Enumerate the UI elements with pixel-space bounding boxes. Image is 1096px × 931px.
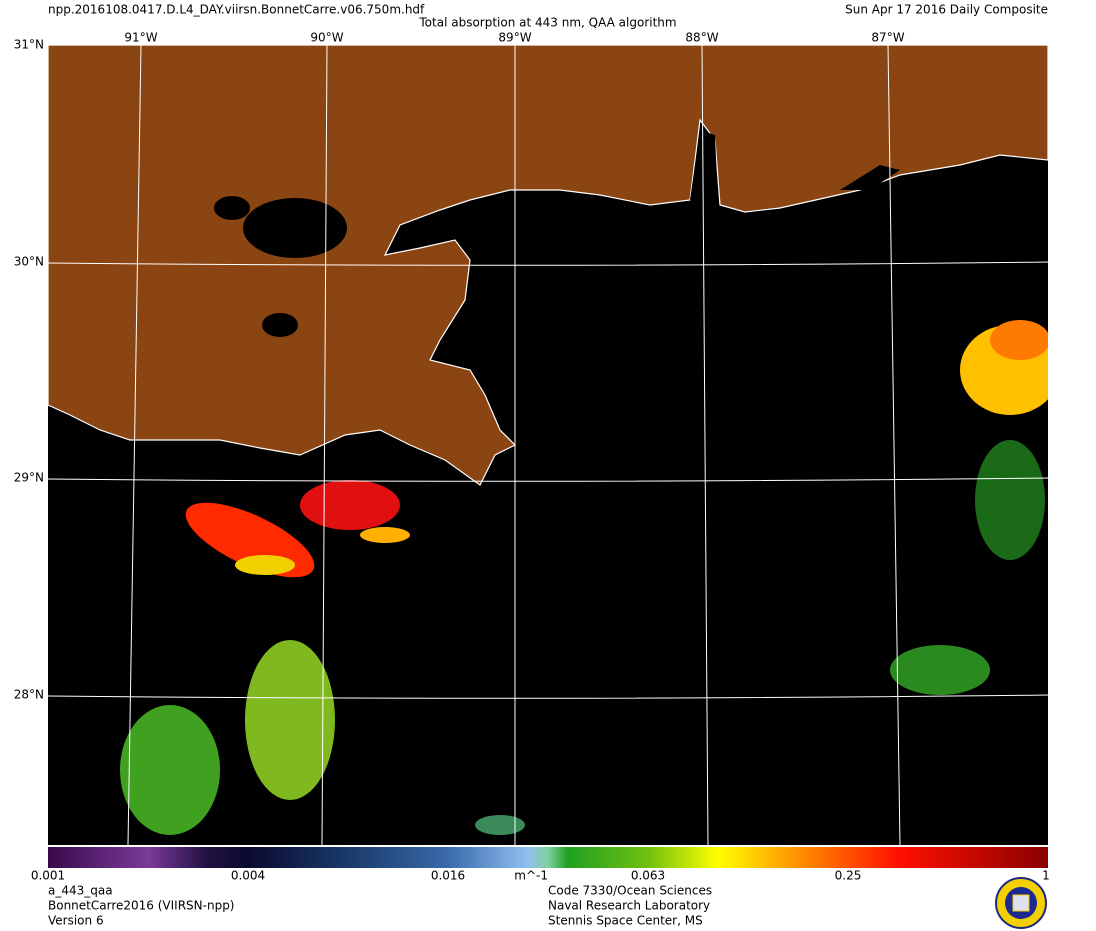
product: a_443_qaa bbox=[48, 884, 113, 898]
org-line: Naval Research Laboratory bbox=[548, 899, 710, 913]
lon-label: 89°W bbox=[498, 31, 531, 45]
colorbar-label: 0.25 bbox=[835, 869, 862, 883]
colorbar-unit: m^-1 bbox=[514, 869, 548, 883]
lake bbox=[214, 196, 250, 220]
lat-label: 29°N bbox=[14, 471, 44, 485]
dataset: BonnetCarre2016 (VIIRSN-npp) bbox=[48, 899, 235, 913]
colorbar-label: 0.016 bbox=[431, 869, 465, 883]
land bbox=[48, 45, 1048, 486]
title: Total absorption at 443 nm, QAA algorith… bbox=[418, 16, 676, 30]
bay bbox=[840, 165, 900, 190]
lat-labels: 31°N 30°N 29°N 28°N bbox=[14, 38, 44, 702]
colorbar bbox=[48, 847, 1048, 868]
colorbar-label: 1 bbox=[1042, 869, 1050, 883]
date: Sun Apr 17 2016 Daily Composite bbox=[845, 3, 1048, 17]
org-line: Stennis Space Center, MS bbox=[548, 914, 703, 928]
lon-label: 91°W bbox=[124, 31, 157, 45]
lon-label: 87°W bbox=[871, 31, 904, 45]
lat-label: 31°N bbox=[14, 38, 44, 52]
algae-blooms bbox=[120, 320, 1048, 835]
map bbox=[48, 45, 1048, 845]
lake bbox=[243, 198, 347, 258]
graticule bbox=[48, 45, 1048, 845]
colorbar-label: 0.001 bbox=[31, 869, 65, 883]
colorbar-label: 0.004 bbox=[231, 869, 265, 883]
lat-label: 30°N bbox=[14, 255, 44, 269]
lon-label: 90°W bbox=[310, 31, 343, 45]
version: Version 6 bbox=[48, 914, 104, 928]
logo bbox=[995, 877, 1047, 929]
org-line: Code 7330/Ocean Sciences bbox=[548, 884, 712, 898]
bay bbox=[690, 130, 718, 205]
filename: npp.2016108.0417.D.L4_DAY.viirsn.BonnetC… bbox=[48, 3, 425, 17]
lat-label: 28°N bbox=[14, 688, 44, 702]
lake bbox=[262, 313, 298, 337]
lon-label: 88°W bbox=[685, 31, 718, 45]
colorbar-label: 0.063 bbox=[631, 869, 665, 883]
